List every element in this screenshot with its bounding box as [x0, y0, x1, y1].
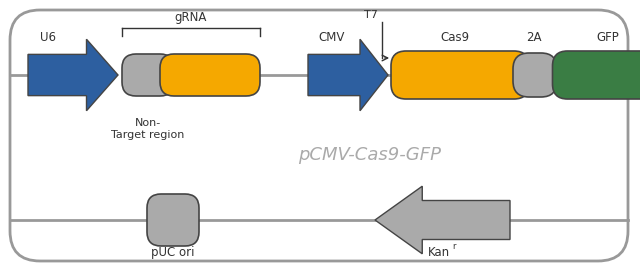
FancyBboxPatch shape: [552, 51, 640, 99]
FancyBboxPatch shape: [122, 54, 174, 96]
Polygon shape: [375, 186, 510, 254]
Text: Kan: Kan: [428, 246, 450, 259]
Text: CMV: CMV: [318, 31, 344, 44]
Text: pUC ori: pUC ori: [151, 246, 195, 259]
Text: pCMV-Cas9-GFP: pCMV-Cas9-GFP: [298, 146, 442, 164]
Text: U6: U6: [40, 31, 56, 44]
FancyBboxPatch shape: [160, 54, 260, 96]
Text: Cas9: Cas9: [440, 31, 470, 44]
FancyBboxPatch shape: [391, 51, 529, 99]
Text: GFP: GFP: [596, 31, 620, 44]
FancyBboxPatch shape: [513, 53, 557, 97]
Polygon shape: [308, 39, 388, 111]
Text: T7: T7: [364, 10, 378, 20]
FancyBboxPatch shape: [147, 194, 199, 246]
Text: Target region: Target region: [111, 130, 185, 140]
Polygon shape: [28, 39, 118, 111]
Text: 2A: 2A: [526, 31, 541, 44]
Text: Non-: Non-: [135, 118, 161, 128]
Text: r: r: [452, 242, 456, 251]
Text: gRNA: gRNA: [175, 11, 207, 24]
